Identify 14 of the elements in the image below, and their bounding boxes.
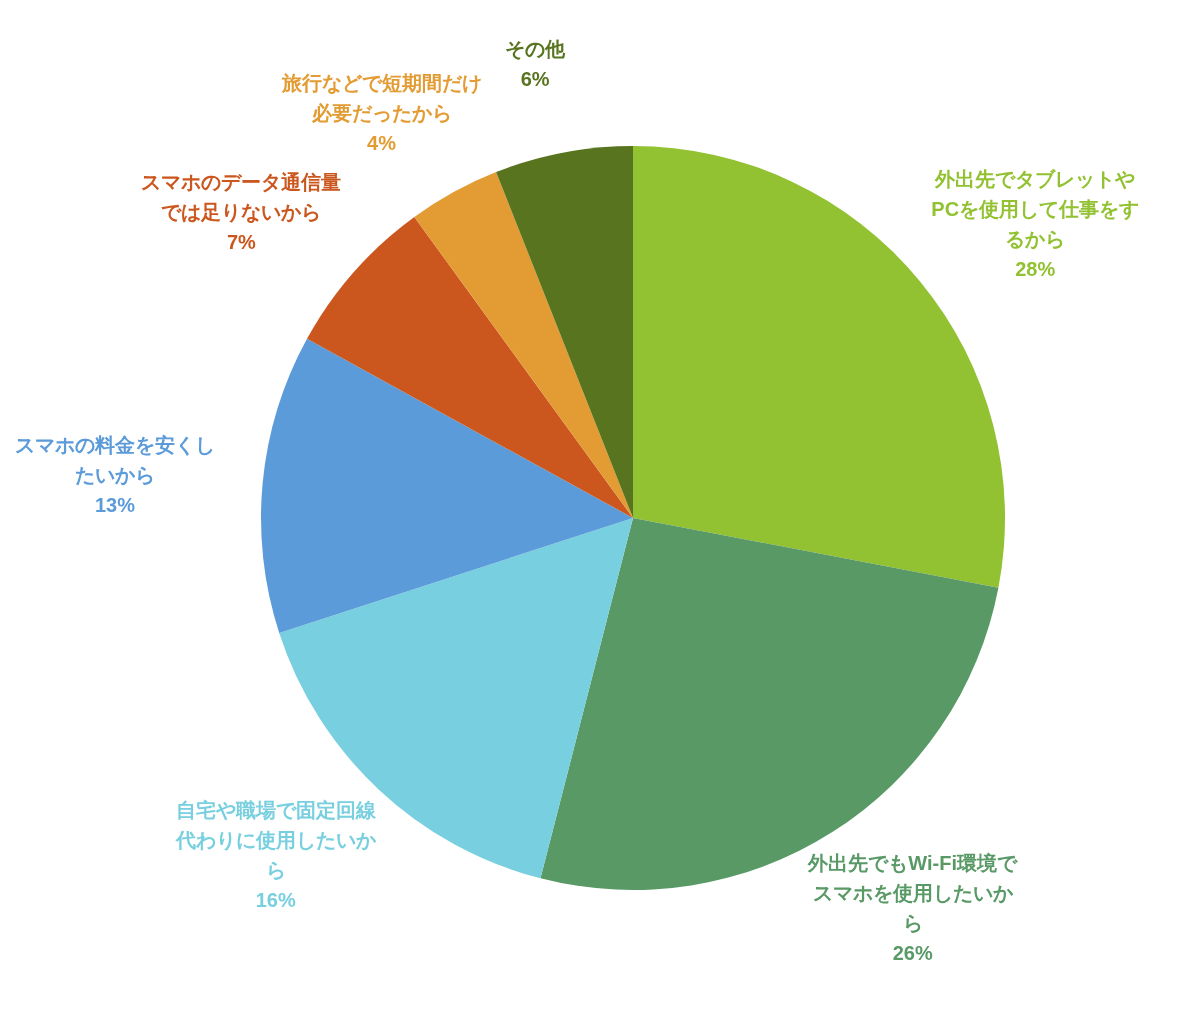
slice-label: 外出先でもWi-Fi環境でスマホを使用したいから (806, 851, 1019, 937)
slice-label: 自宅や職場で固定回線代わりに使用したいから (174, 797, 377, 883)
data-label: 16% (254, 887, 297, 913)
data-label: 13% (94, 492, 136, 518)
slice-label: スマホの料金を安くしたいから (14, 432, 216, 488)
slice-label: スマホのデータ通信量では足りないから (140, 170, 343, 226)
slice-label: その他 (504, 37, 567, 63)
data-label: 6% (520, 68, 550, 91)
slice-label: 外出先でタブレットやPCを使用して仕事をするから (930, 166, 1141, 252)
data-label: 7% (226, 230, 257, 256)
data-label: 28% (1014, 256, 1057, 282)
data-label: 26% (891, 941, 934, 967)
slice-label: 旅行などで短期間だけ必要だったから (280, 71, 483, 127)
data-label: 4% (366, 131, 397, 157)
